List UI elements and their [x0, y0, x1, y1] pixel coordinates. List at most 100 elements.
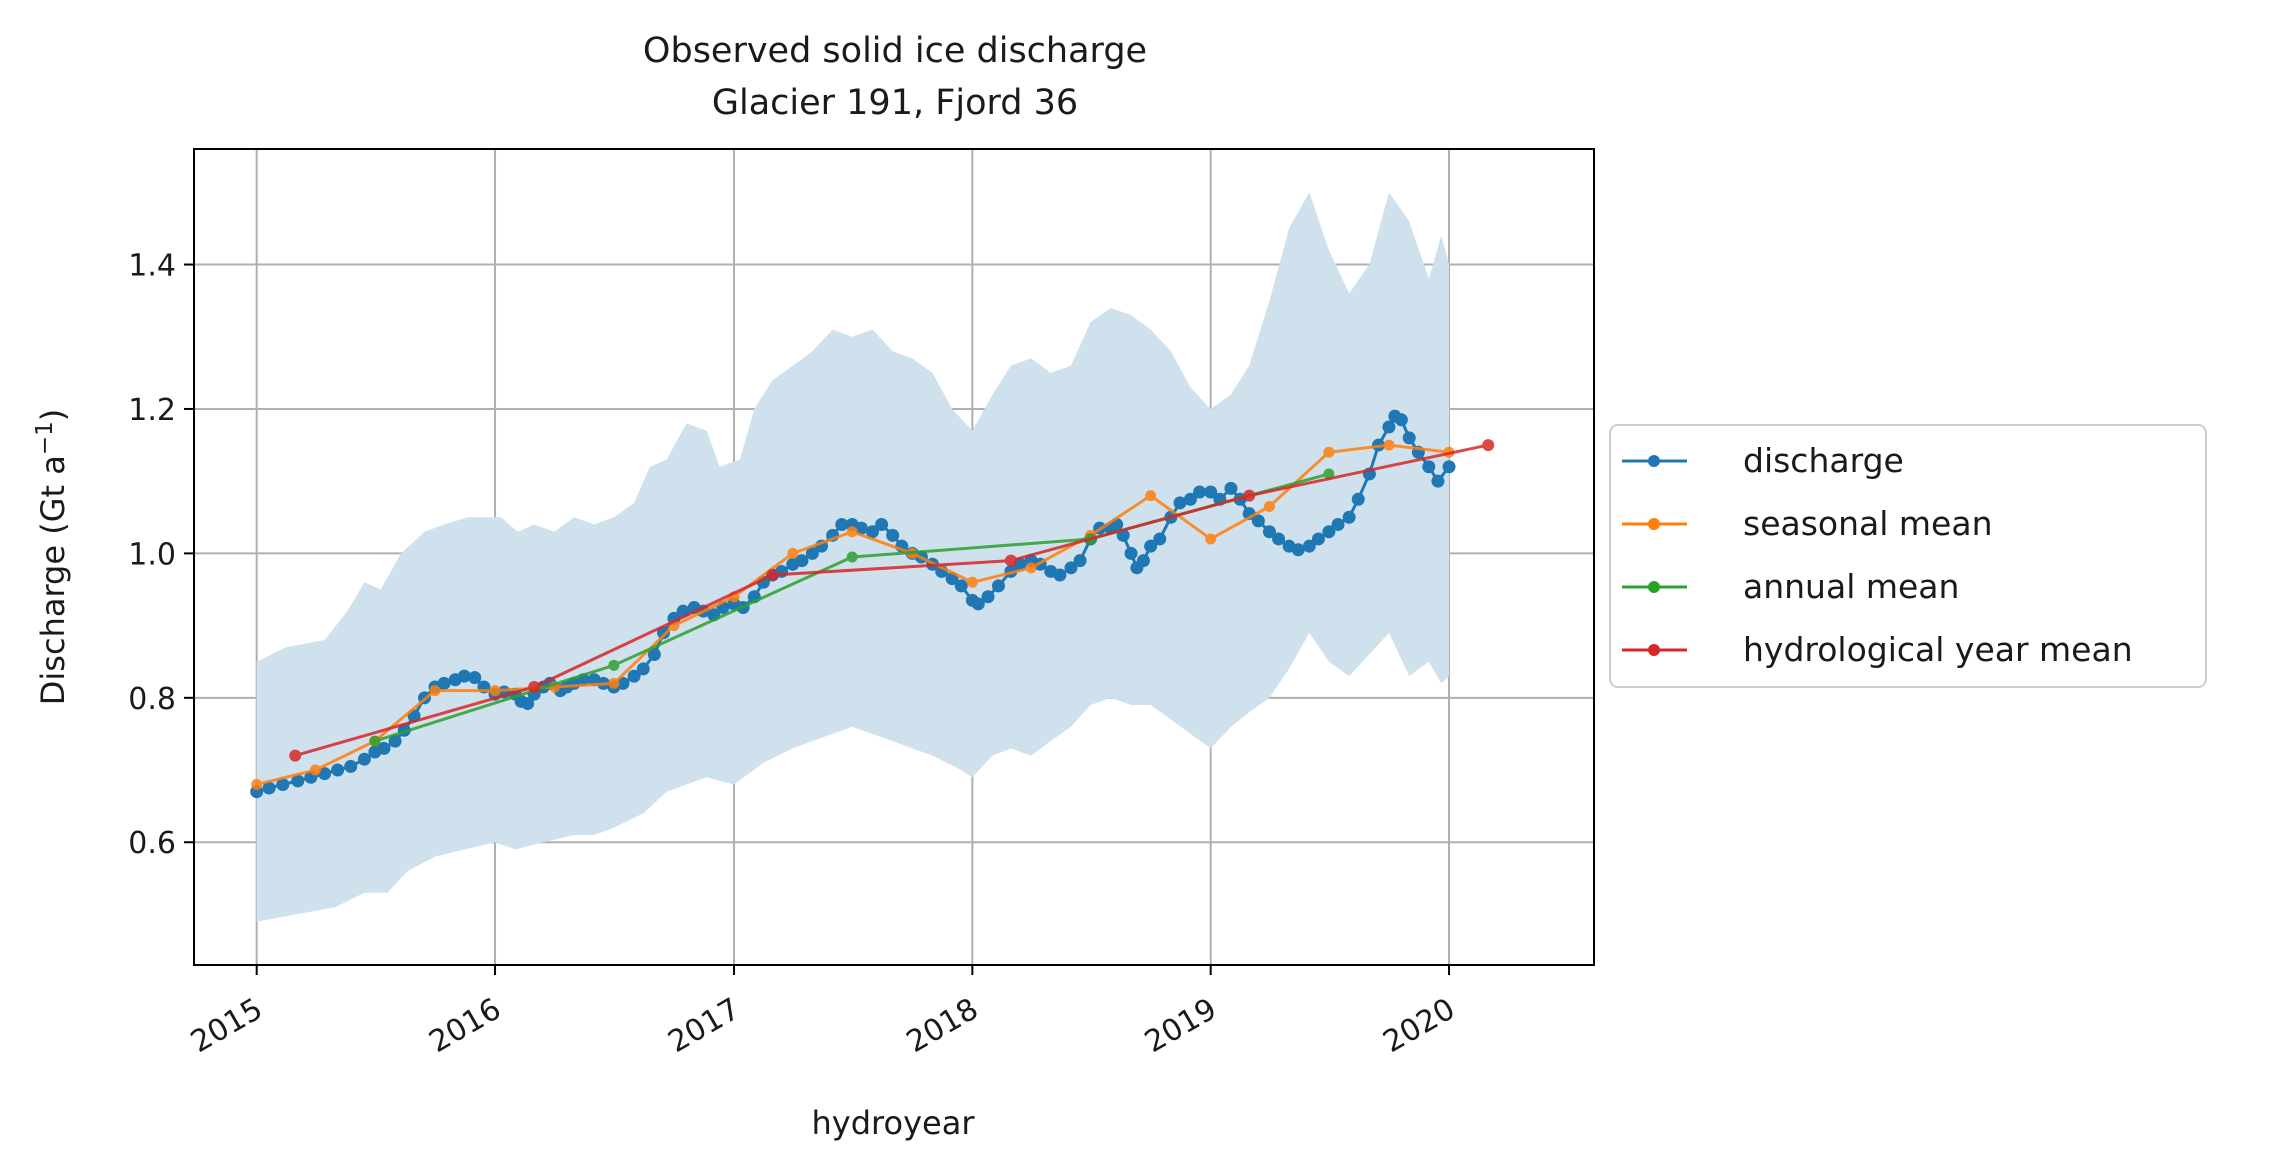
- hydrological-year-mean-point-2: [766, 569, 779, 582]
- discharge-point-108: [1311, 532, 1325, 546]
- y-tick-label-1.0: 1.0: [128, 537, 176, 572]
- discharge-point-62: [875, 518, 889, 532]
- hydrological-year-mean-point-3: [1004, 554, 1017, 567]
- discharge-point-81: [1064, 561, 1078, 575]
- seasonal-mean-point-6: [608, 677, 620, 689]
- discharge-point-110: [1331, 518, 1345, 532]
- discharge-point-54: [795, 554, 809, 568]
- y-tick-label-1.2: 1.2: [128, 393, 176, 428]
- series-hydrological-year-mean: [289, 439, 1495, 762]
- discharge-point-97: [1204, 485, 1218, 499]
- discharge-point-7: [344, 759, 358, 773]
- annual-mean-point-2: [846, 551, 858, 563]
- discharge-point-40: [656, 626, 670, 640]
- y-tick-label-0.6: 0.6: [128, 826, 176, 861]
- discharge-point-73: [981, 590, 995, 604]
- discharge-point-104: [1272, 532, 1286, 546]
- discharge-point-107: [1302, 539, 1316, 553]
- discharge-point-111: [1342, 510, 1356, 524]
- chart-subtitle: Glacier 191, Fjord 36: [712, 83, 1078, 123]
- discharge-point-63: [886, 528, 900, 542]
- discharge-point-18: [457, 669, 471, 683]
- discharge-point-118: [1402, 431, 1416, 445]
- discharge-point-1: [262, 781, 276, 795]
- seasonal-mean-point-3: [429, 685, 441, 697]
- series-layer: [250, 409, 1495, 799]
- y-tick-label-0.8: 0.8: [128, 682, 176, 717]
- y-axis-label-main: Discharge (Gt a: [34, 455, 72, 705]
- seasonal-mean-point-13: [1025, 562, 1037, 574]
- y-axis-label-exponent: −1: [32, 421, 58, 455]
- discharge-point-60: [854, 521, 868, 535]
- legend-item-annual-mean: annual mean: [1622, 567, 1959, 606]
- chart-title: Observed solid ice discharge: [643, 31, 1147, 71]
- discharge-point-6: [331, 763, 345, 777]
- hydrological-year-mean-point-4: [1243, 489, 1256, 502]
- legend-item-discharge: discharge: [1622, 441, 1904, 480]
- legend-items: discharge seasonal mean annual mean hydrolo…: [1622, 441, 2133, 669]
- discharge-point-16: [437, 676, 451, 690]
- hydrological-year-mean-line: [294, 443, 1489, 758]
- legend-label-hydrological-year-mean: hydrological year mean: [1743, 630, 2133, 669]
- y-axis-label-close: ): [34, 409, 72, 421]
- discharge-point-112: [1351, 492, 1365, 506]
- legend-marker-seasonal-mean: [1648, 518, 1660, 530]
- discharge-point-55: [805, 546, 819, 560]
- y-axis-ticks: 0.6 0.8 1.0 1.2 1.4: [128, 249, 194, 861]
- series-seasonal-mean: [251, 439, 1455, 790]
- seasonal-mean-point-0: [251, 778, 263, 790]
- discharge-point-95: [1183, 492, 1197, 506]
- discharge-point-122: [1442, 460, 1456, 474]
- legend-label-annual-mean: annual mean: [1743, 567, 1959, 606]
- discharge-point-36: [616, 676, 630, 690]
- discharge-point-99: [1224, 481, 1238, 495]
- seasonal-mean-point-17: [1263, 500, 1275, 512]
- seasonal-mean-point-12: [966, 576, 978, 588]
- legend-frame: [1609, 424, 2207, 688]
- legend-item-seasonal-mean: seasonal mean: [1622, 504, 1992, 543]
- discharge-point-37: [627, 669, 641, 683]
- seasonal-mean-point-15: [1145, 490, 1157, 502]
- discharge-point-3: [291, 774, 305, 788]
- discharge-point-19: [468, 671, 482, 685]
- discharge-point-61: [865, 525, 879, 539]
- discharge-point-117: [1394, 413, 1408, 427]
- discharge-point-103: [1262, 525, 1276, 539]
- discharge-point-91: [1144, 539, 1158, 553]
- discharge-point-96: [1193, 485, 1207, 499]
- hydrological-year-mean-point-5: [1482, 439, 1495, 452]
- discharge-point-92: [1153, 532, 1167, 546]
- series-discharge: [250, 409, 1456, 799]
- discharge-point-39: [647, 647, 661, 661]
- discharge-point-88: [1124, 546, 1138, 560]
- discharge-point-102: [1251, 514, 1265, 528]
- legend-marker-annual-mean: [1648, 581, 1660, 593]
- legend-marker-hydrological-year-mean: [1648, 644, 1660, 656]
- discharge-point-80: [1053, 568, 1067, 582]
- discharge-point-38: [636, 662, 650, 676]
- discharge-point-58: [835, 518, 849, 532]
- discharge-point-94: [1173, 496, 1187, 510]
- discharge-point-82: [1073, 554, 1087, 568]
- x-axis-label: hydroyear: [812, 1104, 976, 1142]
- legend: discharge seasonal mean annual mean hydrolo…: [1609, 424, 2207, 688]
- seasonal-mean-point-9: [787, 547, 799, 559]
- discharge-point-121: [1431, 474, 1445, 488]
- discharge-point-2: [276, 777, 290, 791]
- legend-item-hydrological-year-mean: hydrological year mean: [1622, 630, 2133, 669]
- seasonal-mean-point-1: [309, 764, 321, 776]
- annual-mean-point-0: [369, 735, 381, 747]
- discharge-point-109: [1322, 525, 1336, 539]
- seasonal-mean-point-10: [846, 526, 858, 538]
- discharge-point-72: [971, 597, 985, 611]
- hydrological-year-mean-point-0: [289, 749, 302, 762]
- legend-label-seasonal-mean: seasonal mean: [1743, 504, 1992, 543]
- discharge-point-115: [1382, 420, 1396, 434]
- plot-frame: [193, 148, 1595, 966]
- discharge-point-5: [318, 767, 332, 781]
- annual-mean-point-1: [608, 659, 620, 671]
- discharge-point-106: [1291, 543, 1305, 557]
- seasonal-mean-point-16: [1205, 533, 1217, 545]
- seasonal-mean-point-19: [1383, 439, 1395, 451]
